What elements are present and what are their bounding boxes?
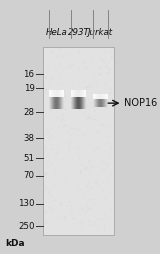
Text: 19: 19 bbox=[24, 84, 34, 92]
Text: 70: 70 bbox=[23, 171, 34, 181]
Text: 28: 28 bbox=[23, 108, 34, 117]
Text: Jurkat: Jurkat bbox=[88, 28, 113, 37]
Text: 51: 51 bbox=[23, 154, 34, 163]
Text: 38: 38 bbox=[23, 134, 34, 143]
Text: 130: 130 bbox=[18, 199, 34, 208]
Bar bbox=[43, 46, 114, 235]
Text: 250: 250 bbox=[18, 222, 34, 231]
Text: 16: 16 bbox=[23, 70, 34, 79]
Text: HeLa: HeLa bbox=[46, 28, 67, 37]
Text: 293T: 293T bbox=[68, 28, 89, 37]
Text: NOP16: NOP16 bbox=[124, 98, 157, 108]
Text: kDa: kDa bbox=[5, 239, 25, 248]
